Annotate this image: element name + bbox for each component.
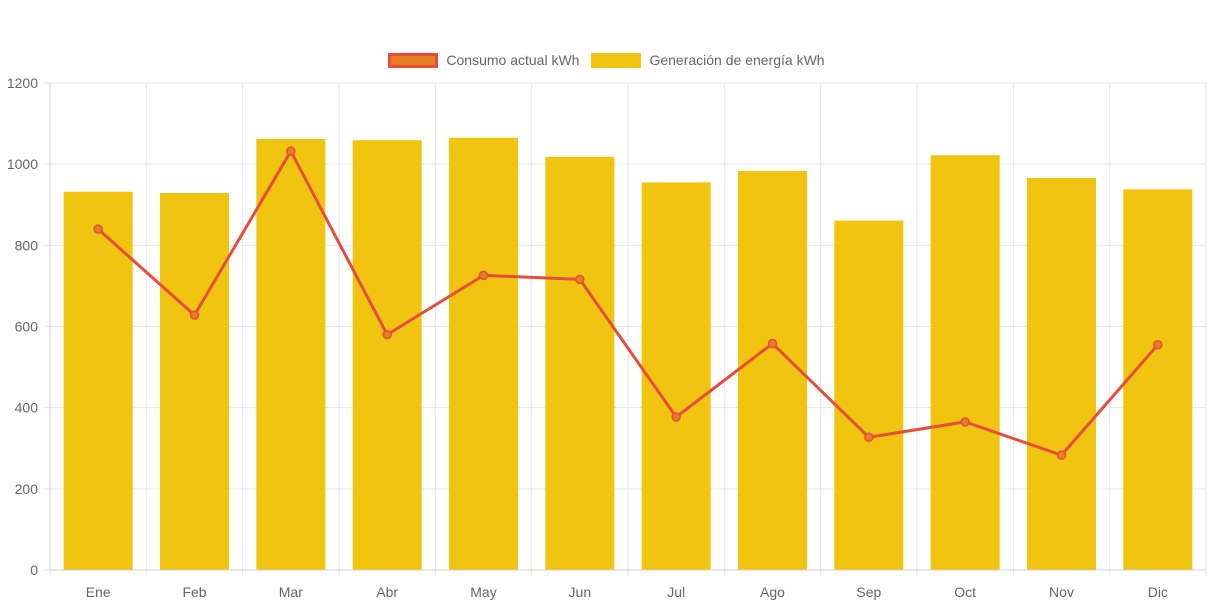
bar-may (449, 137, 518, 570)
bar-jul (641, 182, 711, 570)
x-tick-label-abr: Abr (376, 584, 398, 600)
line-point-sep (864, 432, 874, 443)
y-tick-label-0: 0 (30, 562, 38, 578)
bar-mar (256, 139, 326, 570)
x-tick-label-ago: Ago (760, 584, 785, 600)
y-tick-label-3: 600 (15, 319, 39, 335)
legend-label-consumo: Consumo actual kWh (446, 52, 580, 68)
x-tick-label-oct: Oct (954, 584, 976, 600)
x-tick-label-dic: Dic (1148, 584, 1168, 600)
legend-swatch-consumo (388, 52, 439, 68)
y-tick-label-1: 200 (15, 481, 39, 497)
bar-dic (1123, 189, 1193, 570)
x-tick-label-mar: Mar (279, 584, 303, 600)
grid-layer (44, 82, 1207, 576)
line-point-ago (767, 338, 778, 349)
legend-label-generacion: Generación de energía kWh (649, 52, 825, 68)
bar-sep (834, 220, 904, 570)
x-tick-label-feb: Feb (182, 584, 206, 600)
bar-feb (160, 192, 229, 570)
bar-layer (63, 137, 1193, 570)
line-point-oct (960, 417, 970, 427)
axis-layer: 0 200 400 600 800 1000 1200 Ene Feb Mar Abr May Jun J… (7, 75, 1206, 600)
line-layer (93, 146, 1163, 460)
line-point-nov (1056, 450, 1067, 460)
line-series-consumo (97, 149, 1159, 457)
legend-swatch-generacion (591, 52, 642, 68)
line-point-feb (189, 310, 200, 320)
y-tick-label-2: 400 (15, 400, 39, 416)
legend-item-consumo[interactable]: Consumo actual kWh (388, 52, 579, 68)
legend-item-generacion[interactable]: Generación de energía kWh (591, 52, 825, 68)
bar-abr (352, 140, 422, 570)
x-tick-label-jun: Jun (569, 584, 592, 600)
bar-jun (545, 156, 615, 570)
line-point-jun (575, 274, 585, 285)
x-tick-label-sep: Sep (856, 584, 881, 600)
y-tick-label-6: 1200 (7, 75, 38, 91)
line-point-mar (286, 146, 296, 156)
x-tick-label-may: May (470, 584, 496, 600)
line-point-may (478, 270, 489, 281)
chart-legend: Consumo actual kWh Generación de energía… (0, 52, 1213, 68)
bar-ago (738, 171, 807, 570)
line-point-jul (671, 412, 681, 422)
x-tick-label-ene: Ene (86, 584, 111, 600)
line-point-abr (382, 329, 392, 340)
x-tick-label-nov: Nov (1049, 584, 1074, 600)
line-point-dic (1153, 340, 1163, 350)
y-tick-label-4: 800 (15, 237, 39, 253)
bar-ene (63, 191, 133, 570)
y-tick-label-5: 1000 (7, 156, 38, 172)
bar-nov (1027, 177, 1096, 570)
line-point-ene (93, 224, 103, 234)
x-tick-label-jul: Jul (667, 584, 685, 600)
bar-oct (930, 155, 1000, 570)
